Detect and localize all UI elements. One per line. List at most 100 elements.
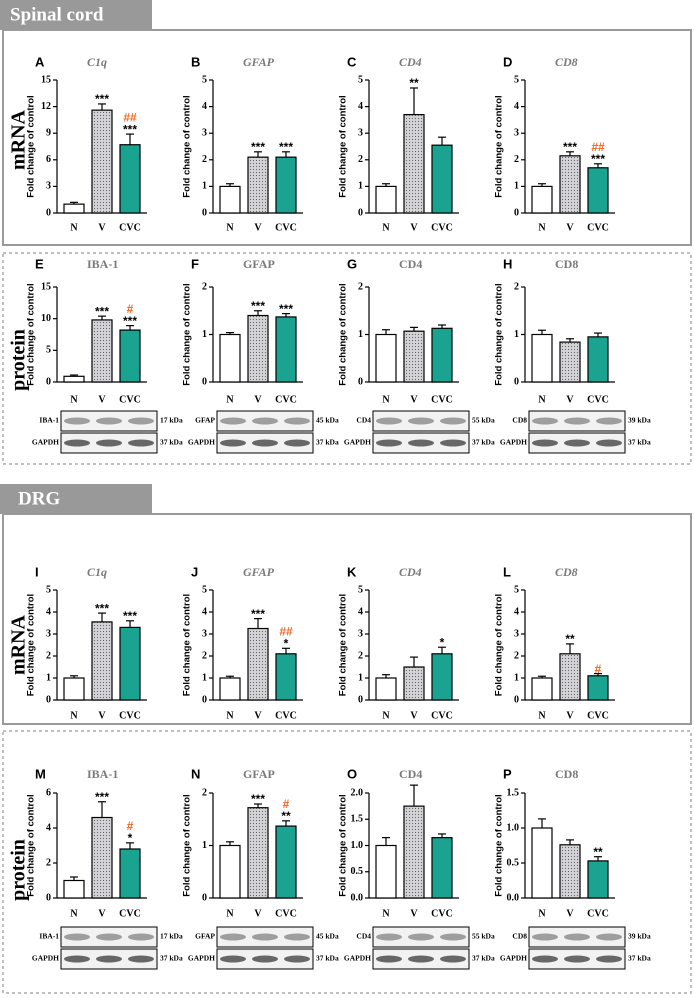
- y-axis-label: Fold change of control: [494, 794, 505, 896]
- x-tick-label: CVC: [431, 394, 453, 405]
- y-tick-label: 3: [514, 628, 519, 639]
- x-tick-label: N: [538, 394, 546, 405]
- y-tick-label: 4: [46, 822, 51, 833]
- y-tick-label: 2: [514, 154, 519, 165]
- blot-band: [284, 955, 310, 963]
- panel-letter: F: [191, 256, 199, 271]
- panel-letter: H: [503, 256, 512, 271]
- blot-band: [596, 417, 622, 425]
- chart-title: CD8: [555, 767, 578, 781]
- y-tick-label: 3: [514, 127, 519, 138]
- blot-band: [564, 955, 590, 963]
- bar: [587, 167, 609, 214]
- blot-band: [376, 955, 402, 963]
- blot-label: CD4: [356, 416, 371, 425]
- y-axis-label: Fold change of control: [494, 594, 505, 696]
- blot-band: [596, 439, 622, 447]
- section-tab: [0, 0, 152, 30]
- x-tick-label: V: [98, 222, 106, 233]
- bar: [91, 109, 113, 214]
- blot-size: 45 kDa: [316, 416, 339, 425]
- y-tick-label: 5: [358, 74, 363, 85]
- mrna-box: [2, 513, 692, 725]
- significance: *: [440, 635, 445, 649]
- y-tick-label: 0: [514, 694, 519, 705]
- chart-title: C1q: [87, 55, 107, 69]
- y-tick-label: 5: [358, 584, 363, 595]
- y-axis-label: Fold change of control: [26, 283, 37, 385]
- y-tick-label: 0: [46, 207, 51, 218]
- y-tick-label: 2: [202, 650, 207, 661]
- blot-band: [532, 417, 558, 425]
- y-tick-label: 2: [202, 281, 207, 292]
- bar: [219, 677, 241, 701]
- y-tick-label: 1: [358, 672, 363, 683]
- x-tick-label: CVC: [275, 908, 297, 919]
- blot-size: 37 kDa: [316, 954, 339, 963]
- blot-band: [564, 439, 590, 447]
- bar: [403, 330, 425, 383]
- y-tick-label: 10: [41, 313, 51, 324]
- chart-title: IBA-1: [87, 767, 118, 781]
- row-label: mRNA: [8, 614, 30, 675]
- blot-band: [252, 955, 278, 963]
- y-tick-label: 0.0: [351, 892, 364, 903]
- x-tick-label: V: [566, 222, 574, 233]
- blot-band: [128, 417, 154, 425]
- bar: [119, 144, 141, 214]
- chart-title: CD4: [399, 767, 422, 781]
- blot-size: 37 kDa: [628, 954, 651, 963]
- x-tick-label: CVC: [431, 710, 453, 721]
- blot-band: [596, 933, 622, 941]
- x-tick-label: V: [98, 394, 106, 405]
- blot-band: [64, 955, 90, 963]
- y-tick-label: 4: [514, 606, 519, 617]
- y-tick-label: 0: [358, 694, 363, 705]
- y-tick-label: 6: [46, 787, 51, 798]
- y-axis-label: Fold change of control: [182, 794, 193, 896]
- bar: [531, 333, 553, 383]
- blot-band: [376, 933, 402, 941]
- bar: [403, 666, 425, 701]
- blot-band: [252, 439, 278, 447]
- y-axis-label: Fold change of control: [494, 95, 505, 197]
- significance: ***: [95, 304, 109, 318]
- chart-title: CD8: [555, 257, 578, 271]
- y-tick-label: 0: [202, 694, 207, 705]
- blot-band: [596, 955, 622, 963]
- y-axis-label: Fold change of control: [338, 95, 349, 197]
- bar: [91, 319, 113, 383]
- bar: [403, 113, 425, 214]
- significance: #: [127, 819, 134, 833]
- x-tick-label: CVC: [431, 908, 453, 919]
- significance: ##: [279, 624, 293, 638]
- blot-size: 55 kDa: [472, 416, 495, 425]
- x-tick-label: V: [410, 710, 418, 721]
- y-tick-label: 1: [202, 840, 207, 851]
- blot-label: CD8: [512, 416, 527, 425]
- y-tick-label: 0.5: [507, 857, 520, 868]
- x-tick-label: N: [538, 710, 546, 721]
- y-tick-label: 0.5: [351, 866, 364, 877]
- blot-band: [128, 933, 154, 941]
- bar: [275, 316, 297, 383]
- bar: [403, 805, 425, 899]
- blot-size: 39 kDa: [628, 932, 651, 941]
- y-axis-label: Fold change of control: [182, 95, 193, 197]
- y-tick-label: 2.0: [351, 787, 364, 798]
- bar: [531, 827, 553, 899]
- y-tick-label: 1: [202, 181, 207, 192]
- blot-band: [408, 417, 434, 425]
- y-tick-label: 0: [358, 376, 363, 387]
- x-tick-label: V: [410, 394, 418, 405]
- blot-band: [408, 439, 434, 447]
- blot-band: [408, 933, 434, 941]
- bar: [91, 621, 113, 701]
- x-tick-label: CVC: [587, 710, 609, 721]
- bar: [559, 341, 581, 383]
- chart-title: CD4: [399, 257, 422, 271]
- significance: **: [565, 632, 575, 646]
- y-tick-label: 3: [358, 127, 363, 138]
- blot-label: GAPDH: [32, 954, 59, 963]
